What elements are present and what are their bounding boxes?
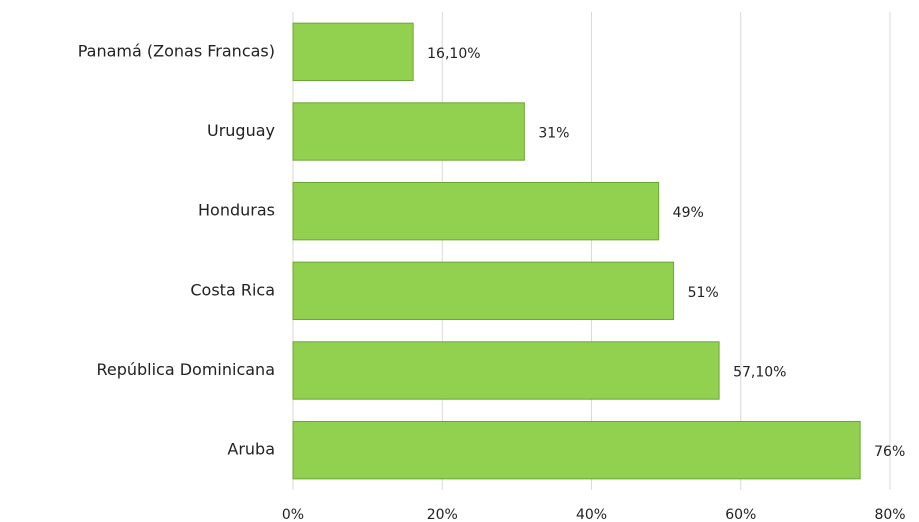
x-tick-label: 20% bbox=[427, 507, 458, 522]
bar bbox=[292, 181, 660, 241]
x-tick-label: 40% bbox=[576, 507, 607, 522]
x-tick-label: 0% bbox=[282, 507, 304, 522]
value-label: 51% bbox=[688, 285, 719, 301]
value-label: 49% bbox=[673, 205, 704, 221]
y-tick-label: Costa Rica bbox=[190, 280, 275, 299]
value-label: 76% bbox=[874, 444, 905, 460]
bar bbox=[292, 420, 861, 480]
x-tick-label: 60% bbox=[725, 507, 756, 522]
value-label: 57,10% bbox=[733, 365, 786, 381]
bar bbox=[292, 22, 414, 82]
y-tick-label: Honduras bbox=[198, 201, 275, 220]
value-label: 31% bbox=[538, 126, 569, 142]
bar bbox=[292, 261, 675, 321]
y-tick-label: Uruguay bbox=[207, 121, 275, 140]
y-tick-label: Aruba bbox=[227, 440, 275, 459]
bar bbox=[292, 102, 525, 161]
x-tick-label: 80% bbox=[874, 507, 905, 522]
value-label: 16,10% bbox=[427, 46, 480, 62]
bar bbox=[292, 341, 720, 400]
y-tick-label: Panamá (Zonas Francas) bbox=[78, 41, 275, 60]
y-tick-label: República Dominicana bbox=[96, 360, 275, 379]
